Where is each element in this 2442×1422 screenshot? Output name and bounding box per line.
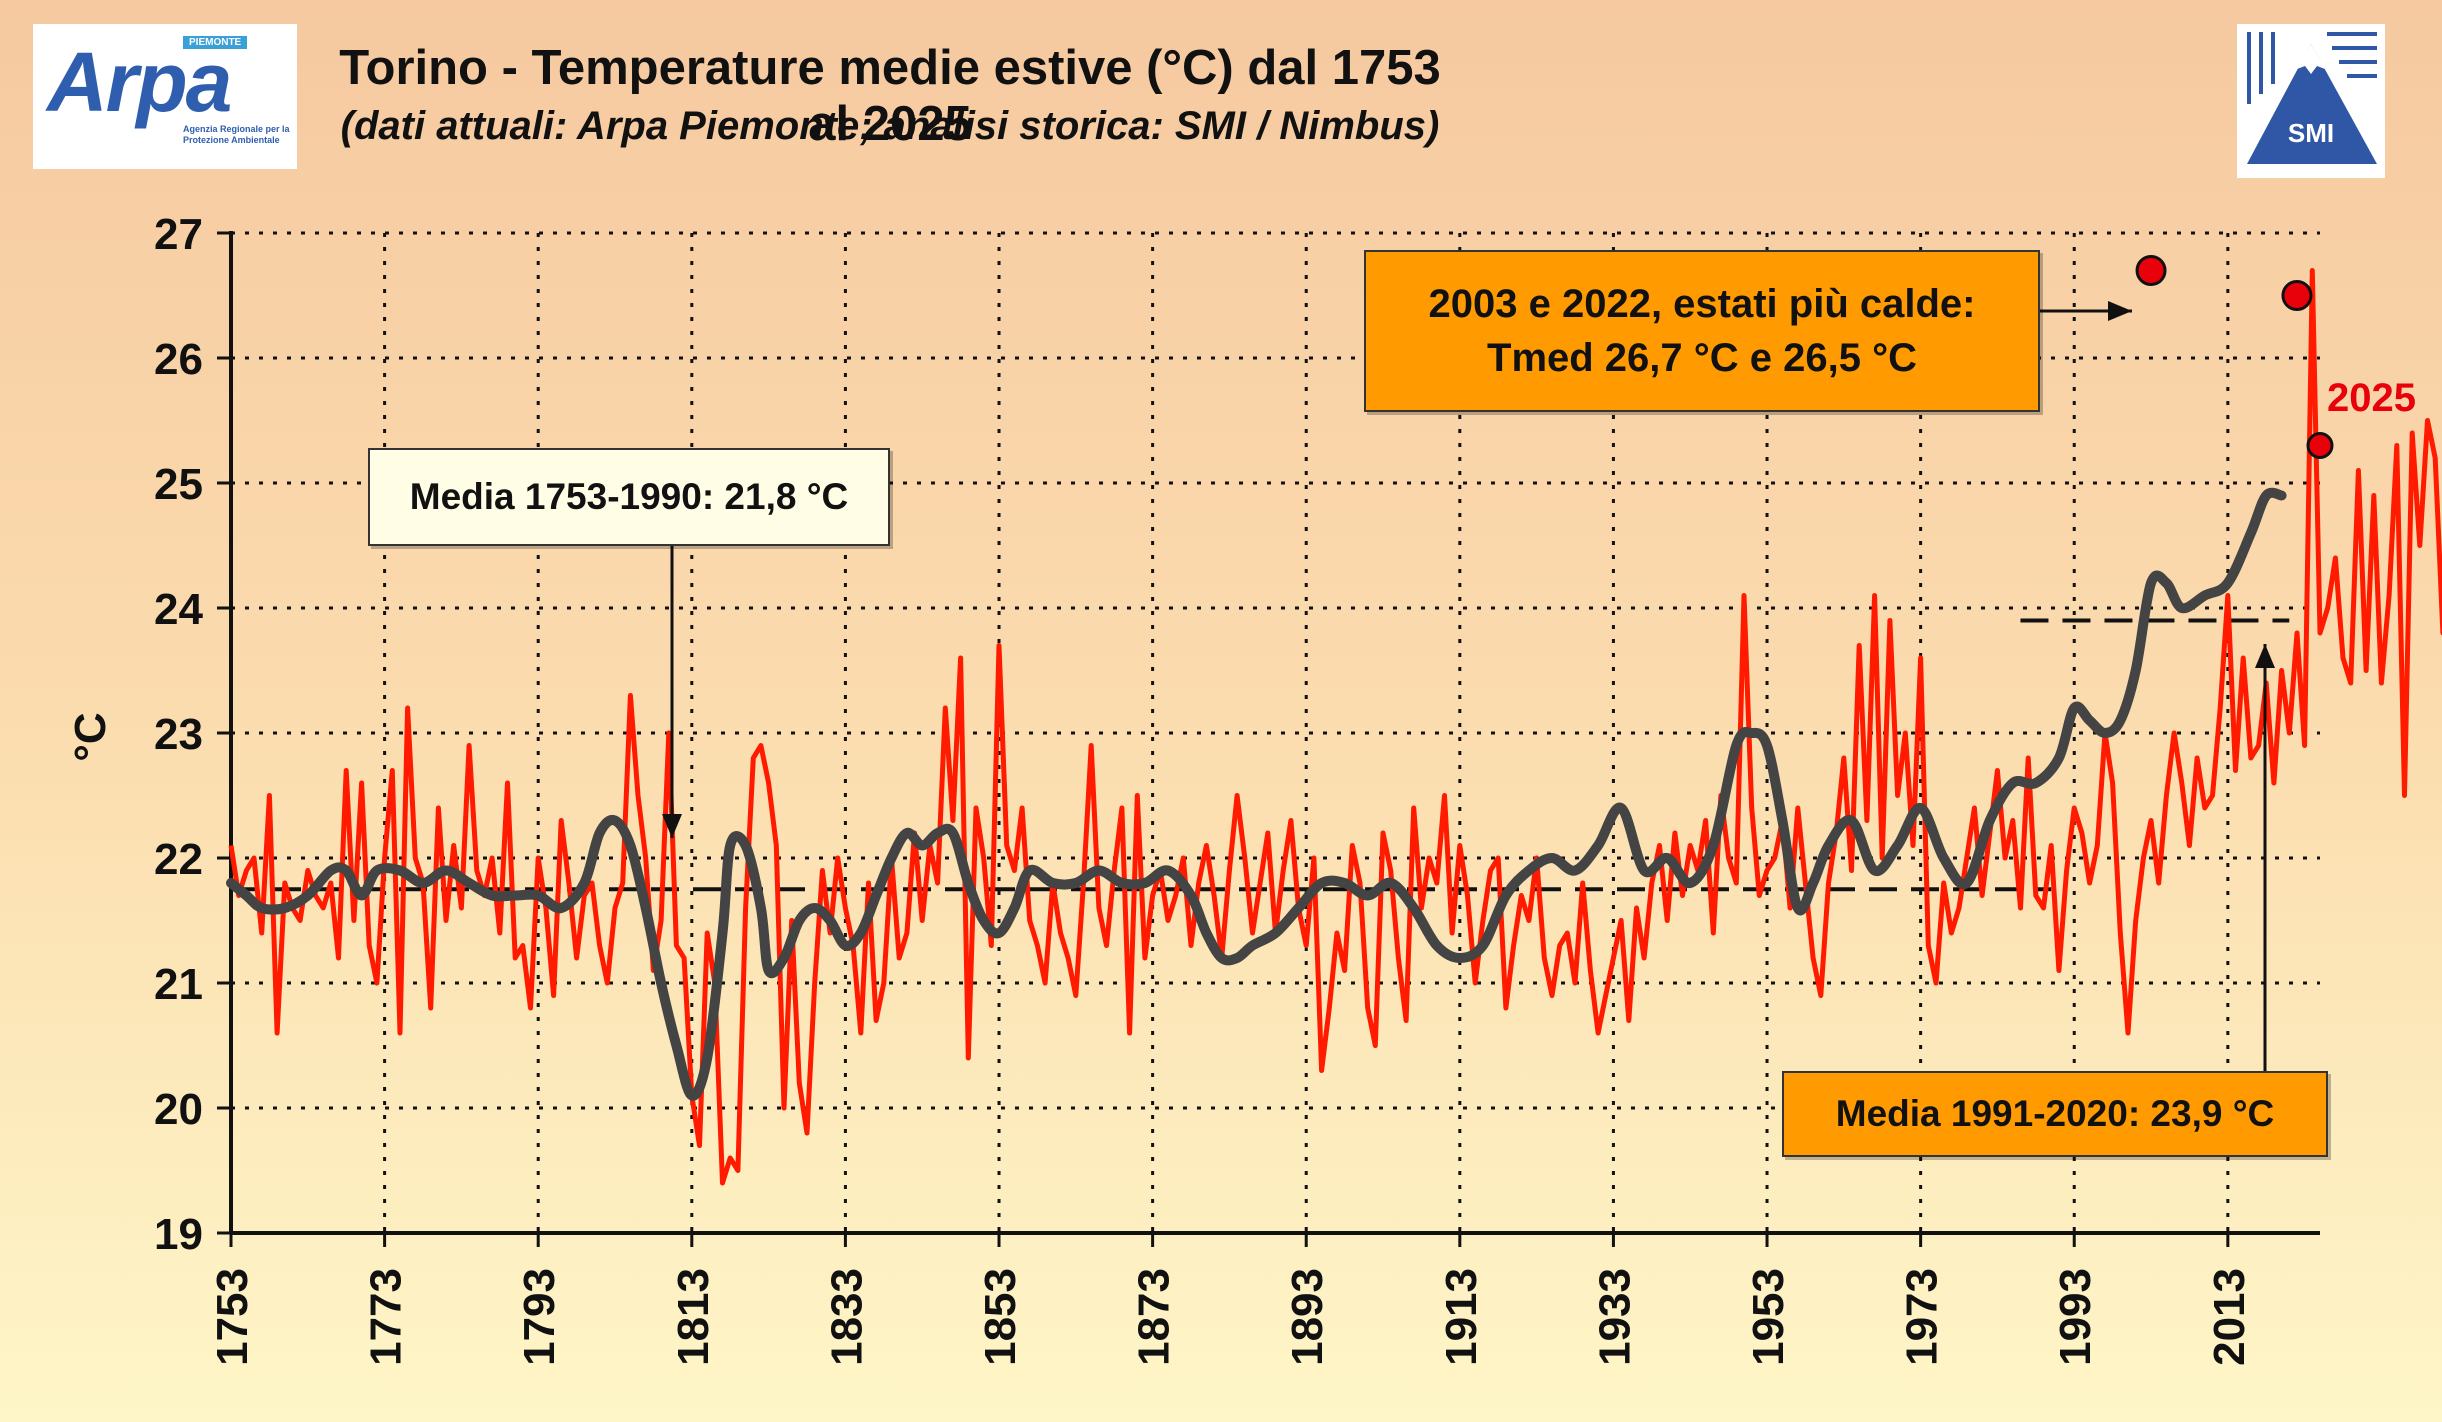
y-tick-label: 20 (154, 1085, 203, 1134)
x-tick-label: 1973 (1898, 1268, 1947, 1366)
x-tick-label: 1793 (515, 1268, 564, 1366)
y-tick-label: 24 (154, 585, 203, 634)
x-tick-label: 1873 (1130, 1268, 1179, 1366)
x-tick-label: 1953 (1744, 1268, 1793, 1366)
x-tick-label: 1773 (362, 1268, 411, 1366)
y-tick-label: 23 (154, 710, 203, 759)
x-tick-label: 1913 (1437, 1268, 1486, 1366)
y-tick-label: 22 (154, 835, 203, 884)
mean-1991-2020-arrow-head (2255, 644, 2275, 668)
record-summers-line2: Tmed 26,7 °C e 26,5 °C (1487, 336, 1917, 380)
highlight-point-2025 (2306, 432, 2334, 459)
mean-1991-2020-callout: Media 1991-2020: 23,9 °C (1782, 1071, 2328, 1157)
record-summers-callout: 2003 e 2022, estati più calde: Tmed 26,7… (1364, 250, 2040, 412)
record-summers-line1: 2003 e 2022, estati più calde: (1428, 282, 1976, 326)
x-tick-label: 1813 (669, 1268, 718, 1366)
y-tick-label: 21 (154, 960, 203, 1009)
mean-1753-1990-arrow-head (662, 814, 682, 838)
highlight-markers (2135, 255, 2334, 459)
tick-labels: 19 20 21 22 23 24 25 26 27 1753 1773 1793 1813 1833 18… (66, 210, 2254, 1366)
mean-1753-1990-callout: Media 1753-1990: 21,8 °C (368, 448, 890, 546)
annual-temperature-line (228, 268, 2442, 1186)
y-tick-label: 19 (154, 1210, 203, 1259)
x-tick-label: 2013 (2205, 1268, 2254, 1366)
x-tick-label: 1933 (1590, 1268, 1639, 1366)
arpa-logo-text: Arpa (47, 35, 232, 129)
arpa-logo-tagline: Agenzia Regionale per la Protezione Ambi… (183, 124, 290, 145)
y-tick-label: 26 (154, 335, 203, 384)
chart-title: Torino - Temperature medie estive (°C) d… (339, 41, 1441, 151)
y-tick-label: 27 (154, 210, 203, 259)
record-summers-arrow-head (2108, 301, 2132, 321)
highlight-point-2022 (2281, 280, 2313, 311)
x-tick-label: 1853 (976, 1268, 1025, 1366)
chart-subtitle: (dati attuali: Arpa Piemonte; analisi st… (340, 104, 1440, 148)
arrow-layer (662, 301, 2275, 1071)
smi-logo-text: SMI (2288, 118, 2334, 148)
x-tick-label: 1833 (822, 1268, 871, 1366)
arpa-logo-tag: PIEMONTE (183, 36, 248, 49)
smi-logo: SMI (2237, 24, 2385, 178)
arpa-logo: Arpa PIEMONTE Agenzia Regionale per la P… (33, 24, 297, 169)
year-2025-label: 2025 (2327, 376, 2416, 420)
y-axis-label: °C (66, 712, 115, 761)
series-layer (226, 268, 2442, 1186)
x-tick-label: 1753 (208, 1268, 257, 1366)
axis-layer (217, 231, 2320, 1247)
highlight-point-2003 (2135, 255, 2167, 286)
y-tick-label: 25 (154, 460, 203, 509)
smoothed-trend-line (226, 487, 2287, 1101)
x-tick-label: 1993 (2051, 1268, 2100, 1366)
smi-logo-graphic: SMI (2237, 24, 2385, 178)
x-tick-label: 1893 (1283, 1268, 1332, 1366)
